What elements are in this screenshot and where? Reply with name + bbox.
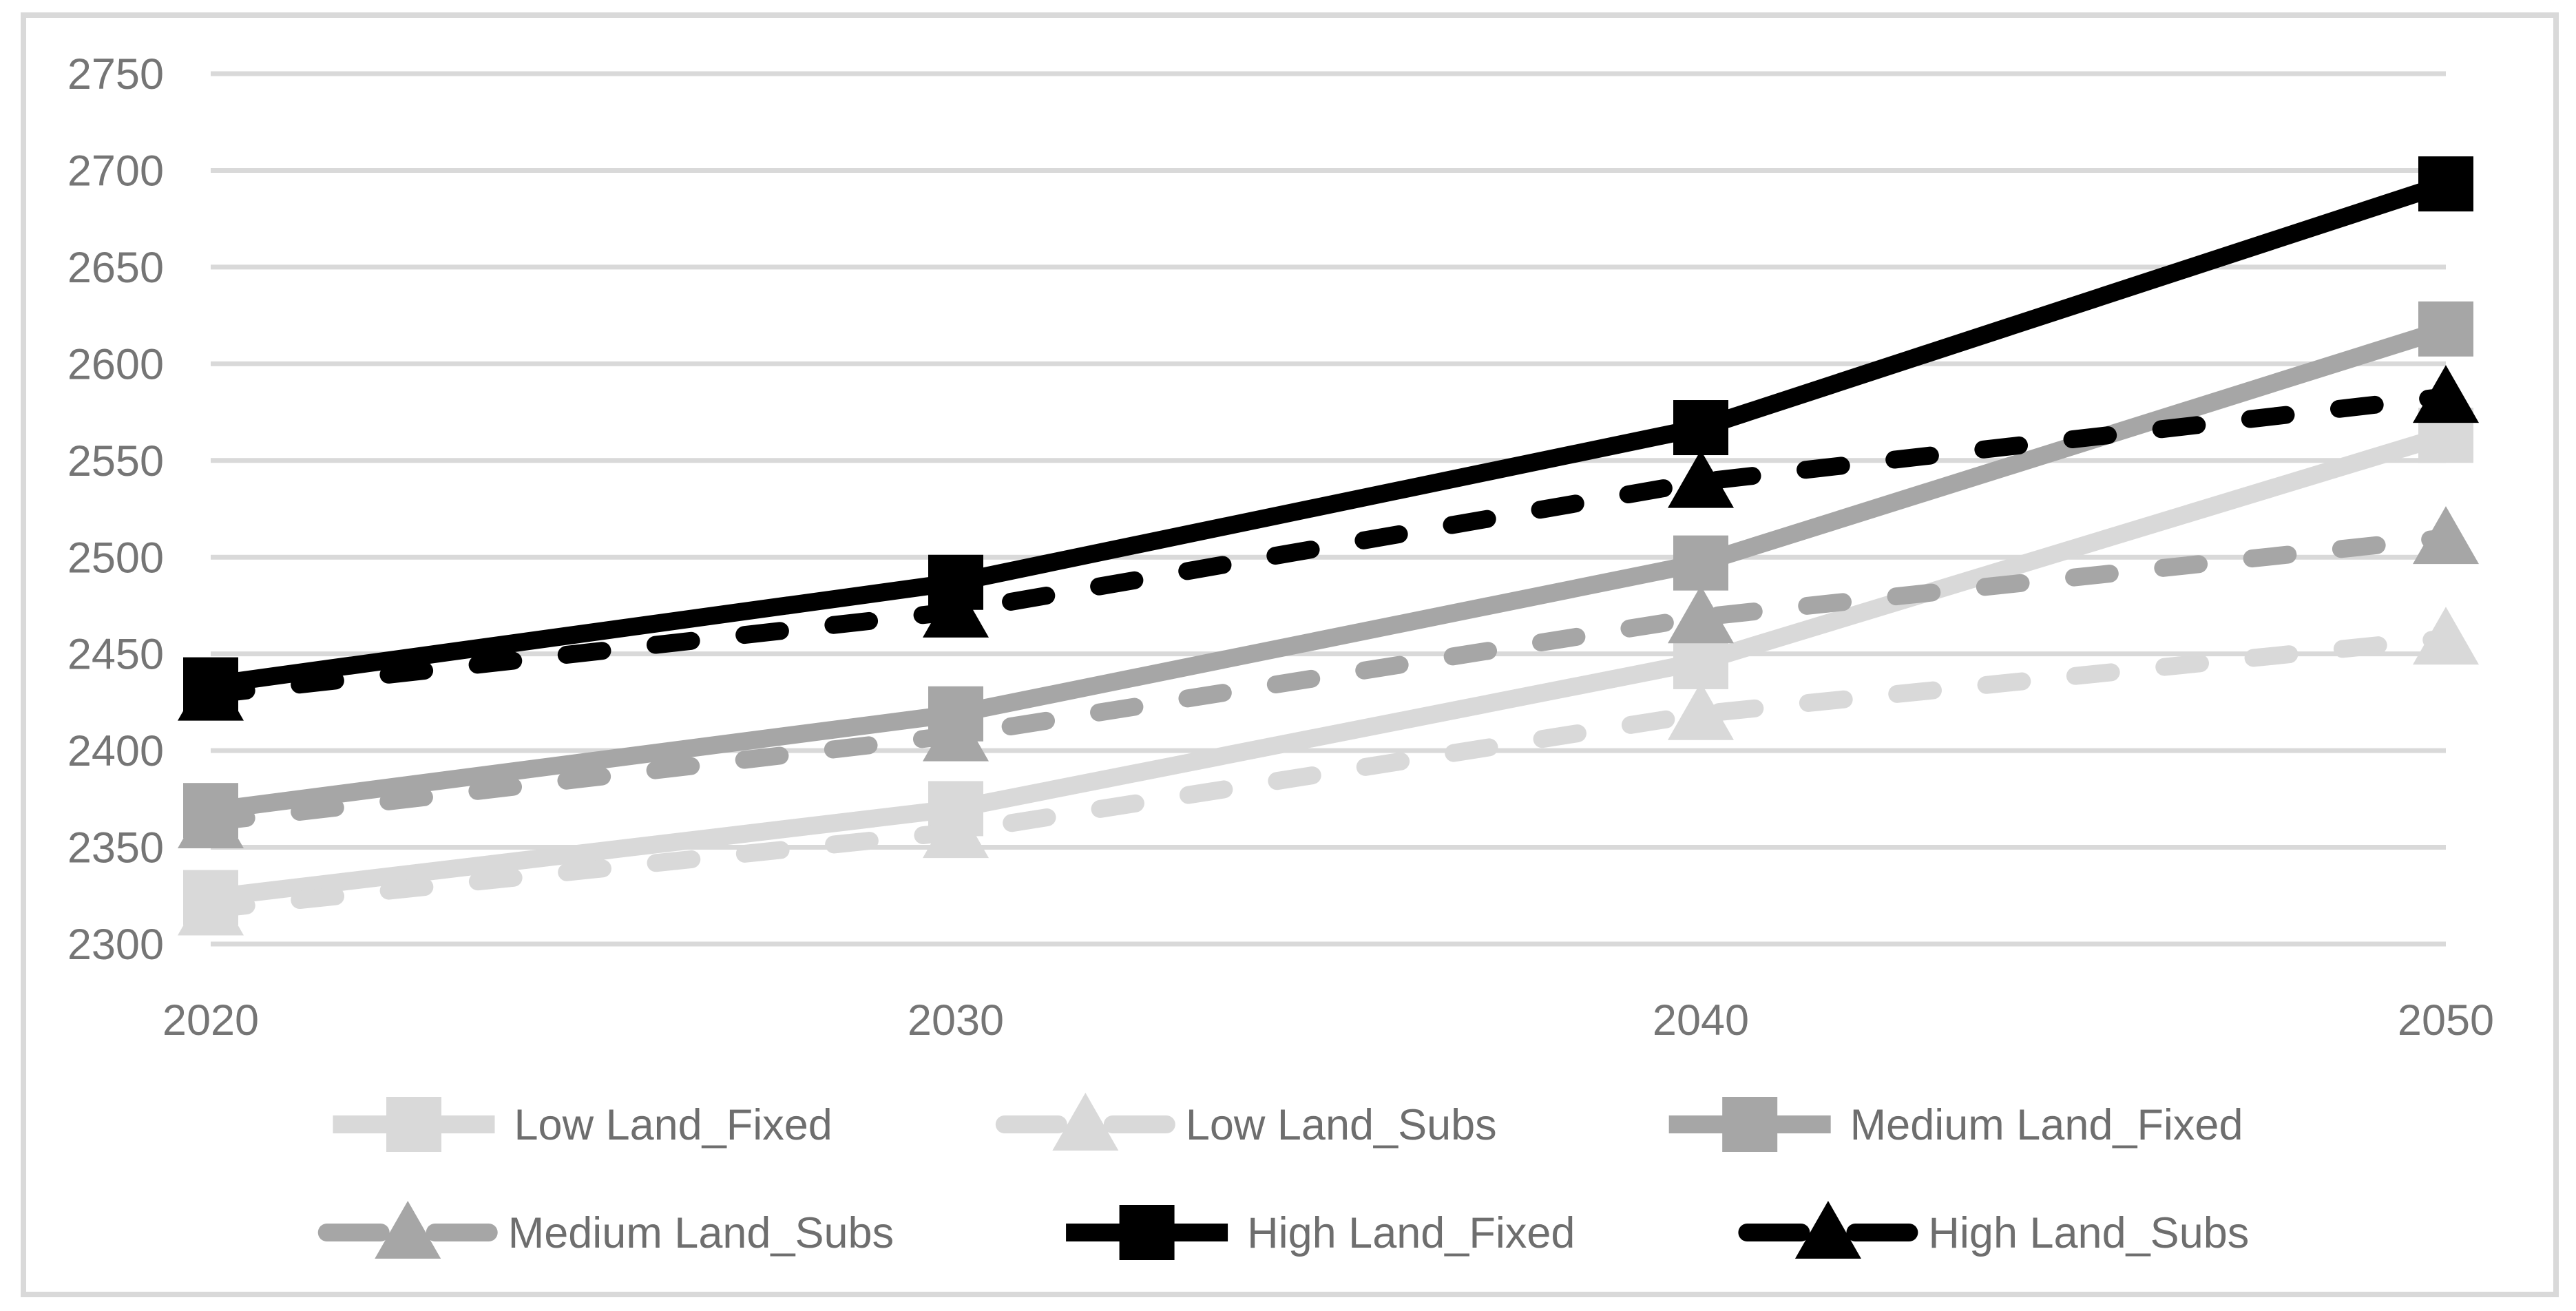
legend-row: Low Land_Fixed Low Land_Subs Medium Land_F… xyxy=(333,1093,2243,1152)
data-point-marker-triangle xyxy=(923,703,989,762)
series-low-land-subs xyxy=(178,607,2479,936)
gridlines xyxy=(211,71,2446,947)
legend-label: High Land_Subs xyxy=(1928,1209,2249,1257)
y-axis-tick-label: 2500 xyxy=(67,534,164,582)
legend-marker-square xyxy=(386,1097,441,1152)
data-point-marker-triangle xyxy=(178,790,244,849)
data-point-marker-triangle xyxy=(923,579,989,638)
legend-item: High Land_Subs xyxy=(1738,1201,2249,1259)
y-axis-tick-label: 2600 xyxy=(67,340,164,388)
chart-border xyxy=(21,12,2559,1297)
y-axis-tick-label: 2550 xyxy=(67,437,164,485)
data-point-marker-triangle xyxy=(923,800,989,859)
legend-marker-square xyxy=(1722,1097,1778,1152)
legend-label: High Land_Fixed xyxy=(1247,1209,1575,1257)
legend-label: Low Land_Fixed xyxy=(514,1101,832,1149)
x-axis-tick-label: 2050 xyxy=(2398,996,2494,1045)
data-point-marker-triangle xyxy=(178,877,244,936)
series-line xyxy=(202,629,2455,919)
legend-label: Medium Land_Fixed xyxy=(1850,1101,2243,1149)
legend-label: Low Land_Subs xyxy=(1186,1101,1497,1149)
data-point-marker-triangle xyxy=(2413,506,2479,565)
series-high-land-fixed xyxy=(183,156,2473,713)
legend-item: Low Land_Fixed xyxy=(333,1097,833,1152)
x-axis-tick-label: 2040 xyxy=(1653,996,1749,1045)
legend-item: High Land_Fixed xyxy=(1066,1205,1575,1260)
data-point-marker-triangle xyxy=(2413,607,2479,665)
y-axis-tick-label: 2450 xyxy=(67,631,164,679)
y-axis-tick-label: 2700 xyxy=(67,147,164,195)
legend-item: Medium Land_Subs xyxy=(317,1201,894,1259)
data-point-marker-triangle xyxy=(178,662,244,721)
chart-border-rect xyxy=(21,12,2559,1297)
axis-labels: 2750 2700 2650 2600 2550 2500 2450 2400 2350 2300… xyxy=(67,50,2494,1045)
data-point-marker-triangle xyxy=(1668,585,1734,644)
series-line xyxy=(202,388,2455,704)
legend-item: Low Land_Subs xyxy=(995,1093,1497,1151)
series-line xyxy=(202,529,2455,832)
legend-item: Medium Land_Fixed xyxy=(1668,1097,2243,1152)
legend-marker-square xyxy=(1119,1205,1175,1260)
data-point-marker-triangle xyxy=(1668,682,1734,740)
data-series xyxy=(178,156,2479,936)
series-medium-land-fixed xyxy=(183,301,2473,839)
series-high-land-subs xyxy=(178,365,2479,721)
data-point-marker-triangle xyxy=(1668,450,1734,508)
legend: Low Land_Fixed Low Land_Subs Medium Land_F… xyxy=(317,1093,2249,1260)
x-axis-tick-label: 2020 xyxy=(163,996,259,1045)
series-medium-land-subs xyxy=(178,506,2479,849)
series-line xyxy=(202,426,2455,907)
legend-row: Medium Land_Subs High Land_Fixed High Land… xyxy=(317,1201,2249,1260)
data-point-marker-square xyxy=(2418,156,2473,212)
y-axis-tick-label: 2400 xyxy=(67,727,164,775)
data-point-marker-square xyxy=(2418,301,2473,357)
data-point-marker-square xyxy=(1673,400,1728,456)
data-point-marker-square xyxy=(1673,535,1728,591)
legend-label: Medium Land_Subs xyxy=(508,1209,894,1257)
y-axis-tick-label: 2650 xyxy=(67,244,164,292)
series-line xyxy=(202,175,2455,694)
y-axis-tick-label: 2350 xyxy=(67,824,164,872)
legend-marker-triangle xyxy=(1052,1093,1119,1151)
legend-marker-triangle xyxy=(375,1201,441,1259)
data-point-marker-triangle xyxy=(2413,365,2479,423)
x-axis-tick-label: 2030 xyxy=(908,996,1004,1045)
y-axis-tick-label: 2750 xyxy=(67,50,164,98)
y-axis-tick-label: 2300 xyxy=(67,921,164,969)
legend-marker-triangle xyxy=(1794,1201,1861,1259)
